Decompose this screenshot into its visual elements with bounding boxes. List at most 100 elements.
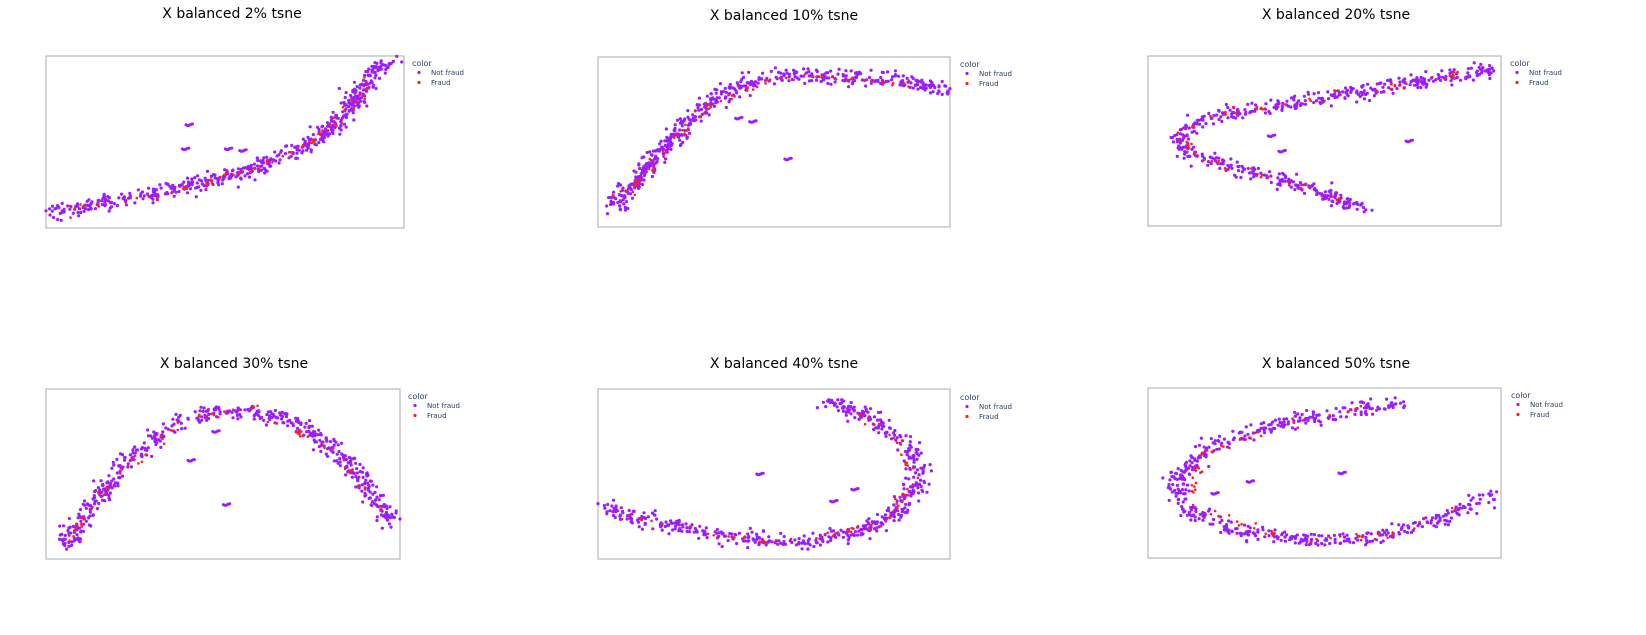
point (244, 148, 248, 152)
point (199, 188, 203, 192)
point (903, 493, 907, 497)
point (159, 445, 163, 449)
point (351, 471, 355, 475)
point (703, 529, 707, 533)
point (1177, 497, 1181, 501)
point (227, 409, 231, 413)
point (1309, 99, 1312, 103)
point (1222, 437, 1226, 441)
point (1360, 202, 1364, 206)
point (100, 483, 104, 487)
point (709, 105, 712, 109)
point (730, 94, 734, 97)
point (1227, 514, 1231, 517)
point (685, 529, 689, 534)
point (1377, 532, 1380, 536)
point (1246, 166, 1250, 171)
point (623, 208, 628, 212)
point (865, 519, 869, 523)
point (159, 434, 163, 437)
panel-title: X balanced 20% tsne (1262, 7, 1410, 23)
point (1293, 536, 1297, 541)
point (1466, 511, 1470, 515)
point (82, 209, 86, 213)
point (1210, 116, 1214, 120)
legend-marker (417, 80, 421, 85)
point (1190, 142, 1193, 146)
point (829, 536, 833, 540)
point (1213, 151, 1217, 155)
point (1201, 125, 1205, 129)
point (363, 488, 367, 491)
legend-label: Not fraud (427, 402, 460, 410)
point (1207, 111, 1211, 115)
point (1332, 533, 1336, 538)
point (632, 185, 636, 188)
point (140, 446, 144, 450)
point (210, 412, 213, 416)
point (835, 498, 839, 502)
point (1253, 167, 1257, 171)
point (117, 476, 121, 480)
point (1341, 532, 1345, 536)
point (1293, 541, 1297, 545)
point (351, 111, 355, 115)
point (704, 533, 708, 537)
point (681, 129, 684, 132)
point (325, 447, 330, 451)
plot-frame (597, 388, 951, 560)
point (115, 457, 119, 461)
point (309, 431, 313, 435)
point (1442, 77, 1446, 80)
point (307, 424, 312, 428)
point (1431, 75, 1434, 79)
point (1467, 502, 1471, 506)
point (761, 529, 766, 533)
point (88, 510, 92, 514)
point (343, 457, 347, 460)
point (101, 196, 105, 200)
point (1294, 414, 1298, 418)
point (81, 502, 85, 506)
point (100, 490, 104, 494)
point (284, 415, 289, 419)
panel-title: X balanced 40% tsne (710, 356, 858, 372)
point (831, 529, 836, 533)
point (1333, 537, 1337, 542)
point (255, 156, 259, 160)
point (616, 184, 620, 188)
point (1202, 445, 1206, 449)
point (106, 480, 110, 484)
point (909, 81, 913, 85)
legend-marker (1515, 80, 1519, 85)
point (1454, 505, 1458, 509)
point (339, 101, 343, 105)
point (1353, 412, 1357, 416)
point (919, 451, 923, 455)
point (1372, 94, 1376, 98)
point (612, 506, 616, 511)
point (1415, 83, 1419, 87)
point (872, 527, 877, 531)
point (875, 426, 879, 430)
point (1437, 514, 1441, 518)
point (891, 431, 896, 435)
point (833, 80, 837, 84)
point (317, 445, 321, 449)
point (670, 142, 674, 146)
point (821, 400, 826, 404)
point (357, 101, 361, 105)
point (1495, 490, 1499, 494)
point (166, 427, 170, 431)
point (1452, 70, 1456, 74)
point (383, 71, 387, 75)
point (699, 119, 703, 123)
point (672, 136, 676, 139)
point (1249, 423, 1253, 427)
point (1390, 522, 1394, 526)
point (197, 185, 201, 189)
point (82, 522, 86, 526)
point (807, 537, 811, 541)
point (261, 158, 265, 162)
